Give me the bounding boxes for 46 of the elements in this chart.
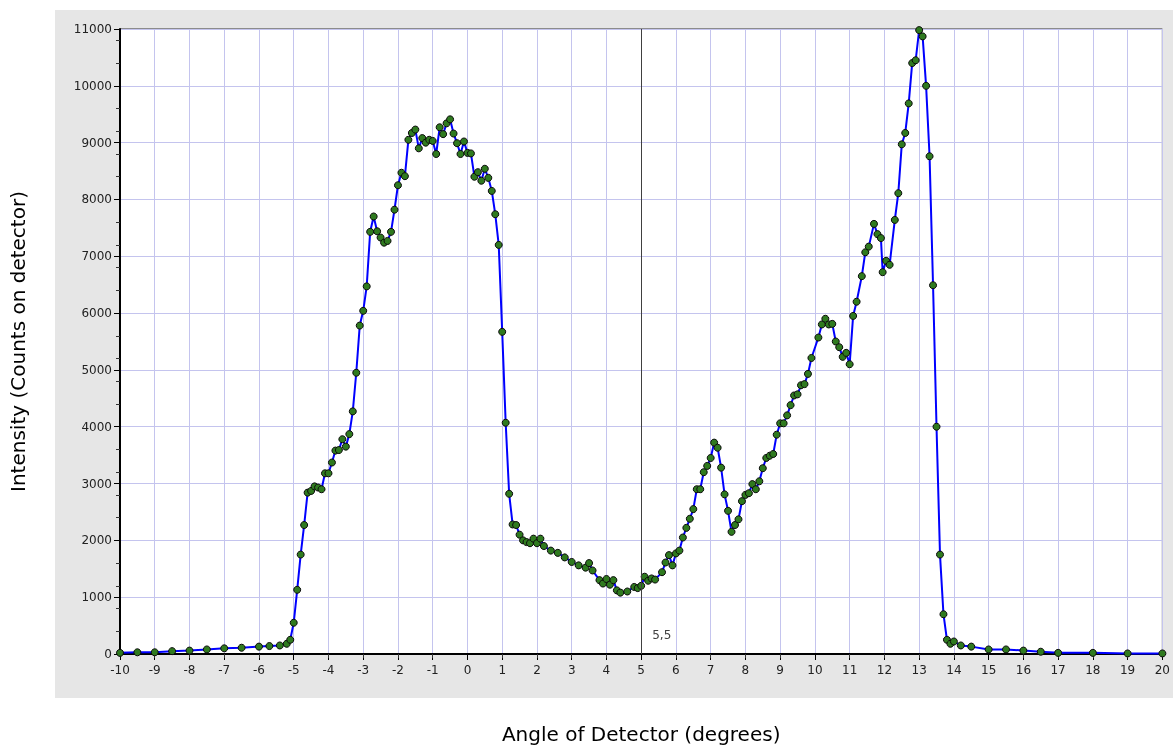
x-tick-label: -7 [218,663,231,677]
x-tick-label: 15 [981,663,997,677]
x-tick-label: 2 [533,663,541,677]
x-tick-label: 19 [1119,663,1136,677]
y-tick-label: 3000 [81,476,112,491]
x-tick-label: -5 [287,663,300,677]
x-axis-title: Angle of Detector (degrees) [501,722,781,746]
x-tick-label: 6 [672,663,680,677]
x-tick-label: 20 [1154,663,1171,677]
x-tick-label: -8 [183,663,196,677]
y-tick-label: 4000 [81,419,112,434]
x-tick-label: -1 [426,663,439,677]
y-tick-label: 8000 [81,192,112,207]
x-tick-label: 17 [1050,663,1066,677]
x-tick-label: 14 [946,663,962,677]
x-tick-label: -10 [110,663,130,677]
x-tick-label: 9 [776,663,784,677]
y-tick-label: 2000 [81,533,112,548]
x-tick-label: -9 [148,663,161,677]
y-axis-title: Intensity (Counts on detector) [6,191,30,492]
x-tick-label: 4 [602,663,611,677]
y-tick-label: 7000 [81,249,112,264]
y-tick-label: 11000 [73,22,112,36]
y-tick-label: 9000 [81,135,112,150]
x-tick-label: -3 [357,663,370,677]
x-tick-label: 16 [1015,663,1032,677]
x-tick-label: 11 [842,663,858,677]
y-tick-label: 5000 [81,362,112,377]
x-tick-label: 13 [911,663,927,677]
y-tick-label: 1000 [81,590,112,605]
x-tick-label: 3 [567,663,576,677]
y-tick-label: 10000 [73,78,112,93]
x-tick-label: -4 [322,663,335,677]
x-tick-label: 8 [741,663,750,677]
x-tick-label: 5 [637,663,645,677]
y-tick-label: 0 [104,647,112,661]
x-tick-label: 12 [876,663,893,677]
x-tick-label: -2 [391,663,404,677]
x-tick-label: 0 [463,663,472,677]
x-tick-label: -6 [253,663,265,677]
y-tick-label: 6000 [81,306,112,321]
x-tick-label: 18 [1085,663,1101,677]
annotation: 5,5 [652,628,672,642]
x-tick-label: 10 [807,663,823,677]
x-tick-label: 7 [706,663,715,677]
x-tick-label: 1 [498,663,507,677]
